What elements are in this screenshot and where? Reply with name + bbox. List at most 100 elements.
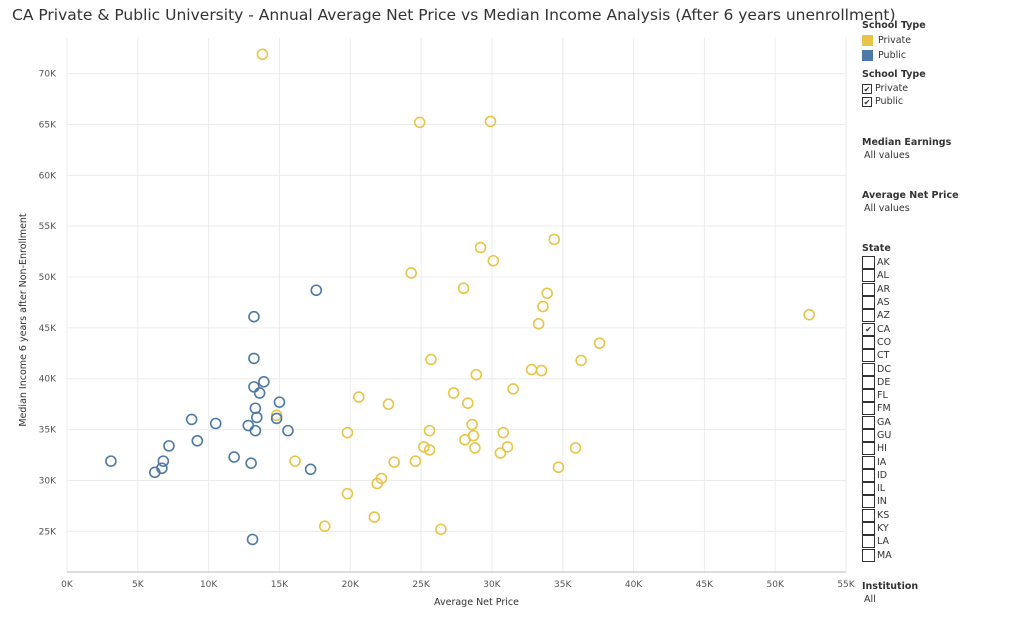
public-point[interactable] xyxy=(310,284,323,297)
average-net-price-filter[interactable]: Average Net Price All values xyxy=(862,190,1007,214)
private-point[interactable] xyxy=(803,308,815,321)
state-option-ga[interactable]: GA xyxy=(862,415,1010,429)
state-option-ak[interactable]: AK xyxy=(862,256,1010,270)
private-point[interactable] xyxy=(318,520,331,533)
checkbox-checked-icon[interactable]: ✔ xyxy=(862,322,875,336)
state-option-de[interactable]: DE xyxy=(862,375,1010,389)
public-point[interactable] xyxy=(163,440,175,452)
public-point[interactable] xyxy=(209,417,222,430)
private-point[interactable] xyxy=(497,426,510,439)
state-option-id[interactable]: ID xyxy=(862,468,1010,482)
legend-item-private[interactable]: Private xyxy=(862,33,1007,48)
checkbox-icon[interactable] xyxy=(862,415,875,429)
public-point[interactable] xyxy=(253,387,266,399)
private-point[interactable] xyxy=(470,368,483,381)
checkbox-icon[interactable] xyxy=(862,309,875,323)
private-point[interactable] xyxy=(548,233,561,246)
public-point[interactable] xyxy=(248,381,260,393)
checkbox-icon[interactable] xyxy=(862,349,875,363)
state-option-ct[interactable]: CT xyxy=(862,349,1010,363)
checkbox-checked-icon[interactable]: ✔ xyxy=(862,96,872,107)
public-point[interactable] xyxy=(105,455,117,467)
public-point[interactable] xyxy=(248,310,260,323)
checkbox-icon[interactable] xyxy=(862,522,875,536)
state-option-ar[interactable]: AR xyxy=(862,282,1010,296)
public-point[interactable] xyxy=(270,412,283,425)
private-point[interactable] xyxy=(425,353,437,366)
public-point[interactable] xyxy=(246,533,259,546)
private-point[interactable] xyxy=(435,523,447,536)
state-option-dc[interactable]: DC xyxy=(862,362,1010,376)
checkbox-icon[interactable] xyxy=(862,495,875,509)
public-point[interactable] xyxy=(282,424,294,437)
checkbox-icon[interactable] xyxy=(862,335,875,349)
private-point[interactable] xyxy=(388,456,400,468)
public-point[interactable] xyxy=(273,396,286,408)
public-point[interactable] xyxy=(149,466,161,479)
public-point[interactable] xyxy=(249,402,262,415)
public-point[interactable] xyxy=(242,419,255,432)
state-option-il[interactable]: IL xyxy=(862,482,1010,496)
private-point[interactable] xyxy=(525,363,538,376)
private-point[interactable] xyxy=(341,426,354,439)
filter-option-public[interactable]: ✔ Public xyxy=(862,95,1007,108)
median-earnings-filter[interactable]: Median Earnings All values xyxy=(862,137,1007,161)
private-point[interactable] xyxy=(270,409,283,422)
private-point[interactable] xyxy=(487,254,500,267)
private-point[interactable] xyxy=(341,487,354,500)
private-point[interactable] xyxy=(469,442,481,454)
private-point[interactable] xyxy=(474,241,487,254)
checkbox-icon[interactable] xyxy=(862,402,875,416)
private-point[interactable] xyxy=(532,318,545,330)
public-point[interactable] xyxy=(258,375,270,388)
private-point[interactable] xyxy=(405,267,417,279)
checkbox-icon[interactable] xyxy=(862,256,875,270)
private-point[interactable] xyxy=(289,455,301,467)
private-point[interactable] xyxy=(484,115,497,128)
state-option-az[interactable]: AZ xyxy=(862,309,1010,323)
public-point[interactable] xyxy=(249,424,262,437)
private-point[interactable] xyxy=(413,116,426,129)
state-option-ky[interactable]: KY xyxy=(862,522,1010,536)
private-point[interactable] xyxy=(457,282,470,295)
private-point[interactable] xyxy=(462,397,474,409)
private-point[interactable] xyxy=(501,441,514,453)
checkbox-icon[interactable] xyxy=(862,482,875,496)
legend-item-public[interactable]: Public xyxy=(862,48,1007,63)
institution-filter[interactable]: Institution All xyxy=(862,581,918,605)
private-point[interactable] xyxy=(256,48,269,61)
private-point[interactable] xyxy=(575,354,587,367)
private-point[interactable] xyxy=(423,424,436,437)
public-point[interactable] xyxy=(250,411,263,424)
state-option-fl[interactable]: FL xyxy=(862,389,1010,403)
private-point[interactable] xyxy=(371,477,383,490)
checkbox-icon[interactable] xyxy=(862,375,875,389)
checkbox-icon[interactable] xyxy=(862,429,875,442)
state-option-ma[interactable]: MA xyxy=(862,548,1010,562)
checkbox-icon[interactable] xyxy=(862,508,875,522)
filter-option-private[interactable]: ✔ Private xyxy=(862,82,1007,95)
state-option-fm[interactable]: FM xyxy=(862,402,1010,416)
scatter-plot[interactable]: 0K 5K 10K 15K 20K 25K 30K 35K 40K 45K 50K 55K 25K 30K… xyxy=(0,0,856,638)
public-point[interactable] xyxy=(248,352,260,365)
state-option-ia[interactable]: IA xyxy=(862,455,1010,469)
checkbox-icon[interactable] xyxy=(862,548,875,562)
state-option-al[interactable]: AL xyxy=(862,269,1010,283)
checkbox-icon[interactable] xyxy=(862,455,875,469)
private-point[interactable] xyxy=(409,455,422,467)
private-point[interactable] xyxy=(423,444,436,456)
state-option-ks[interactable]: KS xyxy=(862,508,1010,522)
state-option-la[interactable]: LA xyxy=(862,535,1010,549)
checkbox-icon[interactable] xyxy=(862,362,875,376)
private-point[interactable] xyxy=(535,364,548,377)
public-point[interactable] xyxy=(185,413,198,426)
state-option-co[interactable]: CO xyxy=(862,335,1010,349)
checkbox-icon[interactable] xyxy=(862,269,875,283)
private-point[interactable] xyxy=(352,391,365,403)
private-point[interactable] xyxy=(368,511,381,523)
state-option-as[interactable]: AS xyxy=(862,296,1010,310)
checkbox-icon[interactable] xyxy=(862,389,875,403)
public-point[interactable] xyxy=(304,463,317,476)
state-option-in[interactable]: IN xyxy=(862,495,1010,509)
checkbox-icon[interactable] xyxy=(862,535,875,549)
